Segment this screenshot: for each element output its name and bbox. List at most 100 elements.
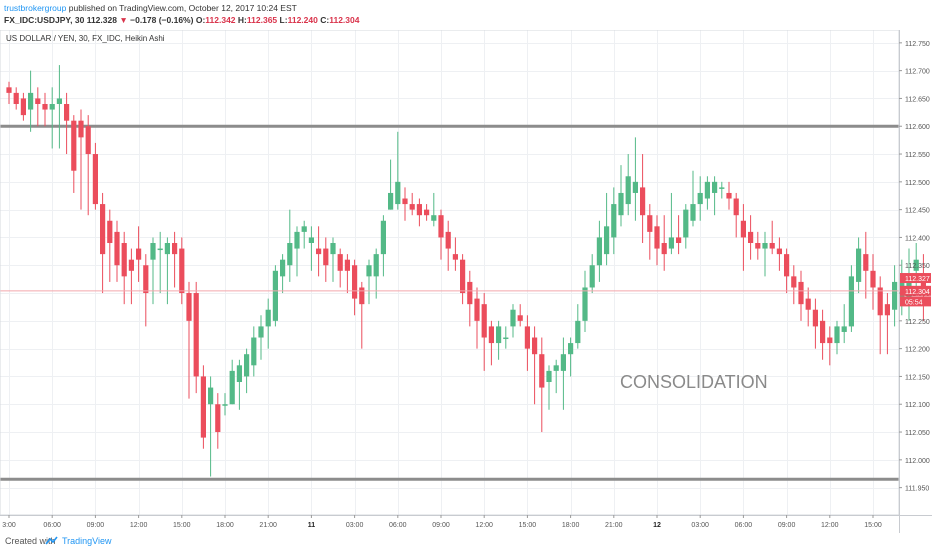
price-axis[interactable]: 112.750 112.700 112.650 112.600 112.550 112.5… [899, 41, 930, 493]
chart-title: US DOLLAR / YEN, 30, FX_IDC, Heikin Ashi [6, 34, 165, 43]
candle-body [481, 304, 487, 338]
candle-body [373, 254, 379, 277]
price-tick-label: 112.400 [905, 235, 930, 242]
candle-body [611, 204, 617, 238]
price-tick-label: 112.750 [905, 41, 930, 48]
price-tick-label: 111.950 [905, 486, 929, 493]
candle-body [604, 226, 610, 255]
candle-body [28, 92, 34, 110]
price-tick-label: 112.500 [905, 180, 930, 187]
candle-body [647, 215, 653, 232]
candle-body [827, 337, 833, 344]
created-with-text: Created with [5, 536, 56, 546]
candle-body [690, 204, 696, 221]
candle-body [553, 365, 559, 371]
change-arrow-icon: ▼ [119, 15, 128, 25]
author-link[interactable]: trustbrokergroup [4, 3, 67, 13]
candle-body [424, 209, 430, 216]
candle-body [121, 243, 127, 277]
candle-body [294, 231, 300, 249]
candle-body [301, 226, 307, 232]
candle-body [596, 237, 602, 266]
candle-body [892, 281, 898, 310]
candle-body [143, 265, 149, 294]
candle-body [287, 243, 293, 266]
horizontal-levels[interactable] [0, 124, 899, 481]
candle-body [719, 187, 725, 189]
high-value: 112.365 [246, 15, 278, 25]
candle-body [359, 287, 365, 305]
candle-body [856, 248, 862, 282]
candle-body [589, 265, 595, 288]
candle-body [337, 254, 343, 271]
price-tick-label: 112.200 [905, 347, 930, 354]
time-tick-label: 06:00 [735, 522, 753, 529]
close-value: 112.304 [329, 15, 360, 25]
candle-body [697, 192, 703, 205]
open-value: 112.342 [205, 15, 236, 25]
price-tag-box [900, 285, 931, 296]
candle-body [236, 365, 242, 382]
time-tick-label: 21:00 [259, 522, 277, 529]
candle-body [820, 320, 826, 344]
candle-body [323, 248, 329, 266]
candle-body [280, 259, 286, 277]
candle-body [884, 304, 890, 316]
time-tick-label: 15:00 [519, 522, 537, 529]
candle-body [20, 98, 26, 116]
candle-body [380, 220, 386, 255]
grid [0, 30, 899, 515]
candle-body [85, 126, 91, 155]
price-tag-label: 112.327 [905, 276, 930, 283]
candle-body [402, 198, 408, 205]
price-tick-label: 112.050 [905, 430, 930, 437]
price-tick-label: 112.150 [905, 374, 930, 381]
candle-body [330, 243, 336, 255]
candle-body [834, 326, 840, 344]
price-tag-box [900, 273, 931, 284]
time-tick-label: 03:00 [691, 522, 709, 529]
candle-body [762, 243, 768, 249]
candle-body [272, 270, 278, 321]
low-label: L: [279, 15, 288, 25]
time-tick-label: 15:00 [864, 522, 882, 529]
time-tick-label: 21:00 [605, 522, 623, 529]
consolidation-annotation[interactable]: CONSOLIDATION [620, 372, 768, 392]
candlestick-chart[interactable]: 112.750 112.700 112.650 112.600 112.550 112.5… [0, 29, 932, 535]
tradingview-brand[interactable]: TradingView [62, 536, 112, 546]
candle-body [222, 404, 228, 406]
time-tick-label: 18:00 [216, 522, 234, 529]
candle-body [316, 248, 322, 255]
candle-body [352, 265, 358, 299]
time-tick-label: 03:00 [346, 522, 364, 529]
candle-body [431, 215, 437, 221]
candle-body [712, 181, 718, 193]
time-tick-label: 3:00 [2, 522, 16, 529]
candle-body [42, 104, 48, 110]
candle-body [510, 309, 516, 327]
time-tick-label: 09:00 [87, 522, 105, 529]
chart-area[interactable]: 112.750 112.700 112.650 112.600 112.550 112.5… [0, 29, 932, 535]
candle-body [452, 254, 458, 260]
price-tick-label: 112.550 [905, 152, 930, 159]
price-tick-label: 112.700 [905, 69, 930, 76]
candle-body [64, 104, 70, 121]
symbol-label[interactable]: FX_IDC:USDJPY, 30 [4, 15, 85, 25]
price-tag-label: 112.304 [905, 289, 930, 296]
chart-background [0, 30, 932, 535]
candle-body [395, 181, 401, 205]
low-value: 112.240 [287, 15, 318, 25]
candle-body [438, 215, 444, 238]
change-value: −0.178 (−0.16%) [130, 15, 194, 25]
candle-body [409, 204, 415, 210]
price-tick-label: 112.250 [905, 319, 930, 326]
price-tag-label: 05:54 [905, 299, 923, 306]
candle-body [100, 204, 106, 255]
candle-body [546, 370, 552, 382]
candle-body [78, 120, 84, 138]
time-tick-label: 09:00 [778, 522, 796, 529]
candle-body [265, 309, 271, 327]
candle-body [366, 265, 372, 277]
time-axis[interactable]: 3:00 06:00 09:00 12:00 15:00 18:00 21:00 11 03:0… [2, 515, 882, 529]
candle-body [244, 354, 250, 377]
